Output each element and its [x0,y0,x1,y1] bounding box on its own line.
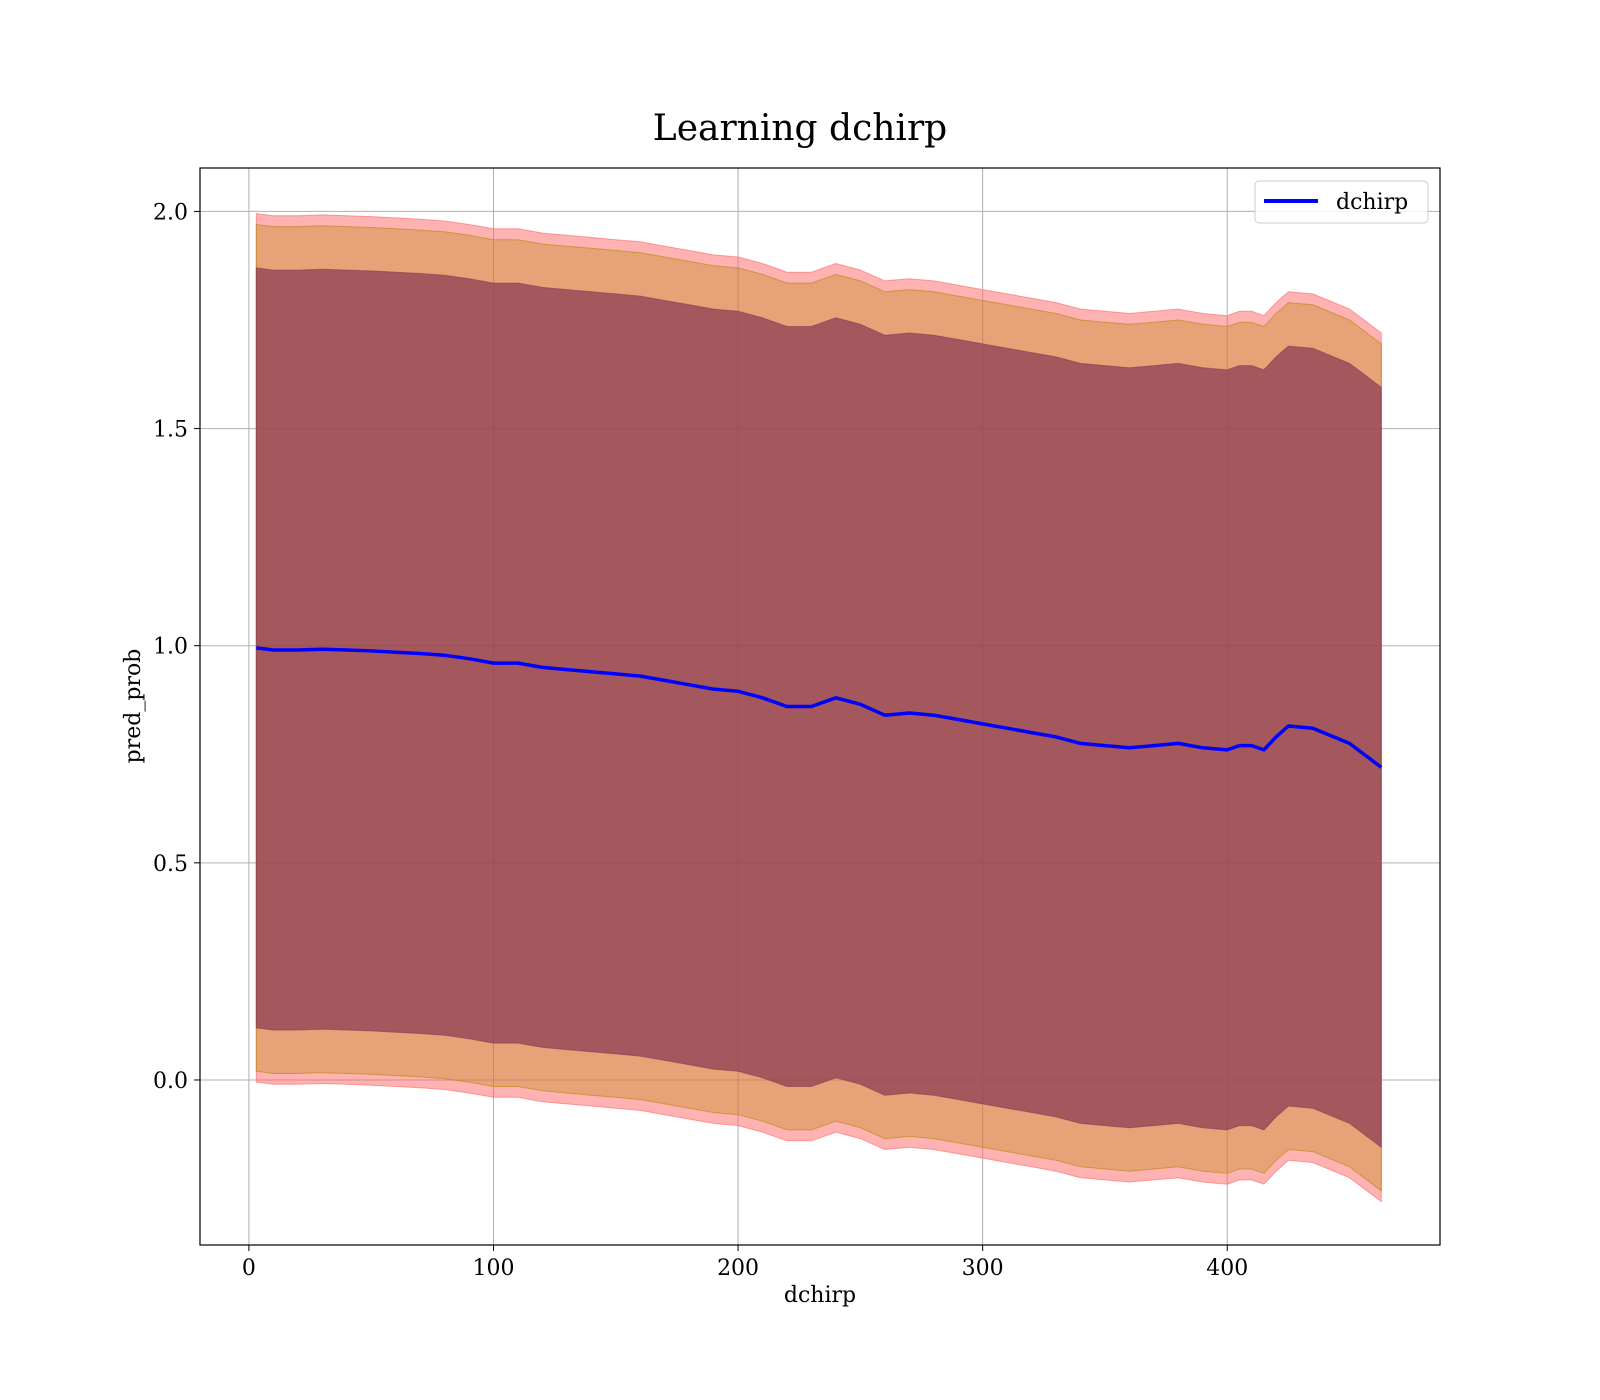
chart-title: Learning dchirp [653,108,947,149]
y-tick-label: 0.5 [153,852,188,877]
x-axis-ticks: 0 100 200 300 400 [242,1245,1248,1281]
y-axis-label: pred_prob [121,649,146,764]
std-bands [255,213,1382,1203]
plot-frame [199,167,1441,1246]
x-tick-label: 0 [242,1256,256,1281]
x-tick-label: 300 [962,1256,1004,1281]
y-axis-ticks: 0.0 0.5 1.0 1.5 2.0 [153,200,200,1094]
legend-label-dchirp: dchirp [1336,190,1408,215]
band-1-std [255,267,1382,1149]
x-axis-label: dchirp [784,1283,856,1308]
series-line-dchirp [256,646,1383,769]
y-tick-label: 1.0 [153,635,188,660]
x-tick-label: 400 [1206,1256,1248,1281]
legend-box [1254,180,1429,224]
y-tick-label: 0.0 [153,1069,188,1094]
legend: dchirp [1254,180,1429,224]
y-tick-label: 2.0 [153,200,188,225]
x-tick-label: 200 [717,1256,759,1281]
x-tick-label: 100 [472,1256,514,1281]
y-tick-label: 1.5 [153,418,188,443]
series-lines [256,646,1383,769]
